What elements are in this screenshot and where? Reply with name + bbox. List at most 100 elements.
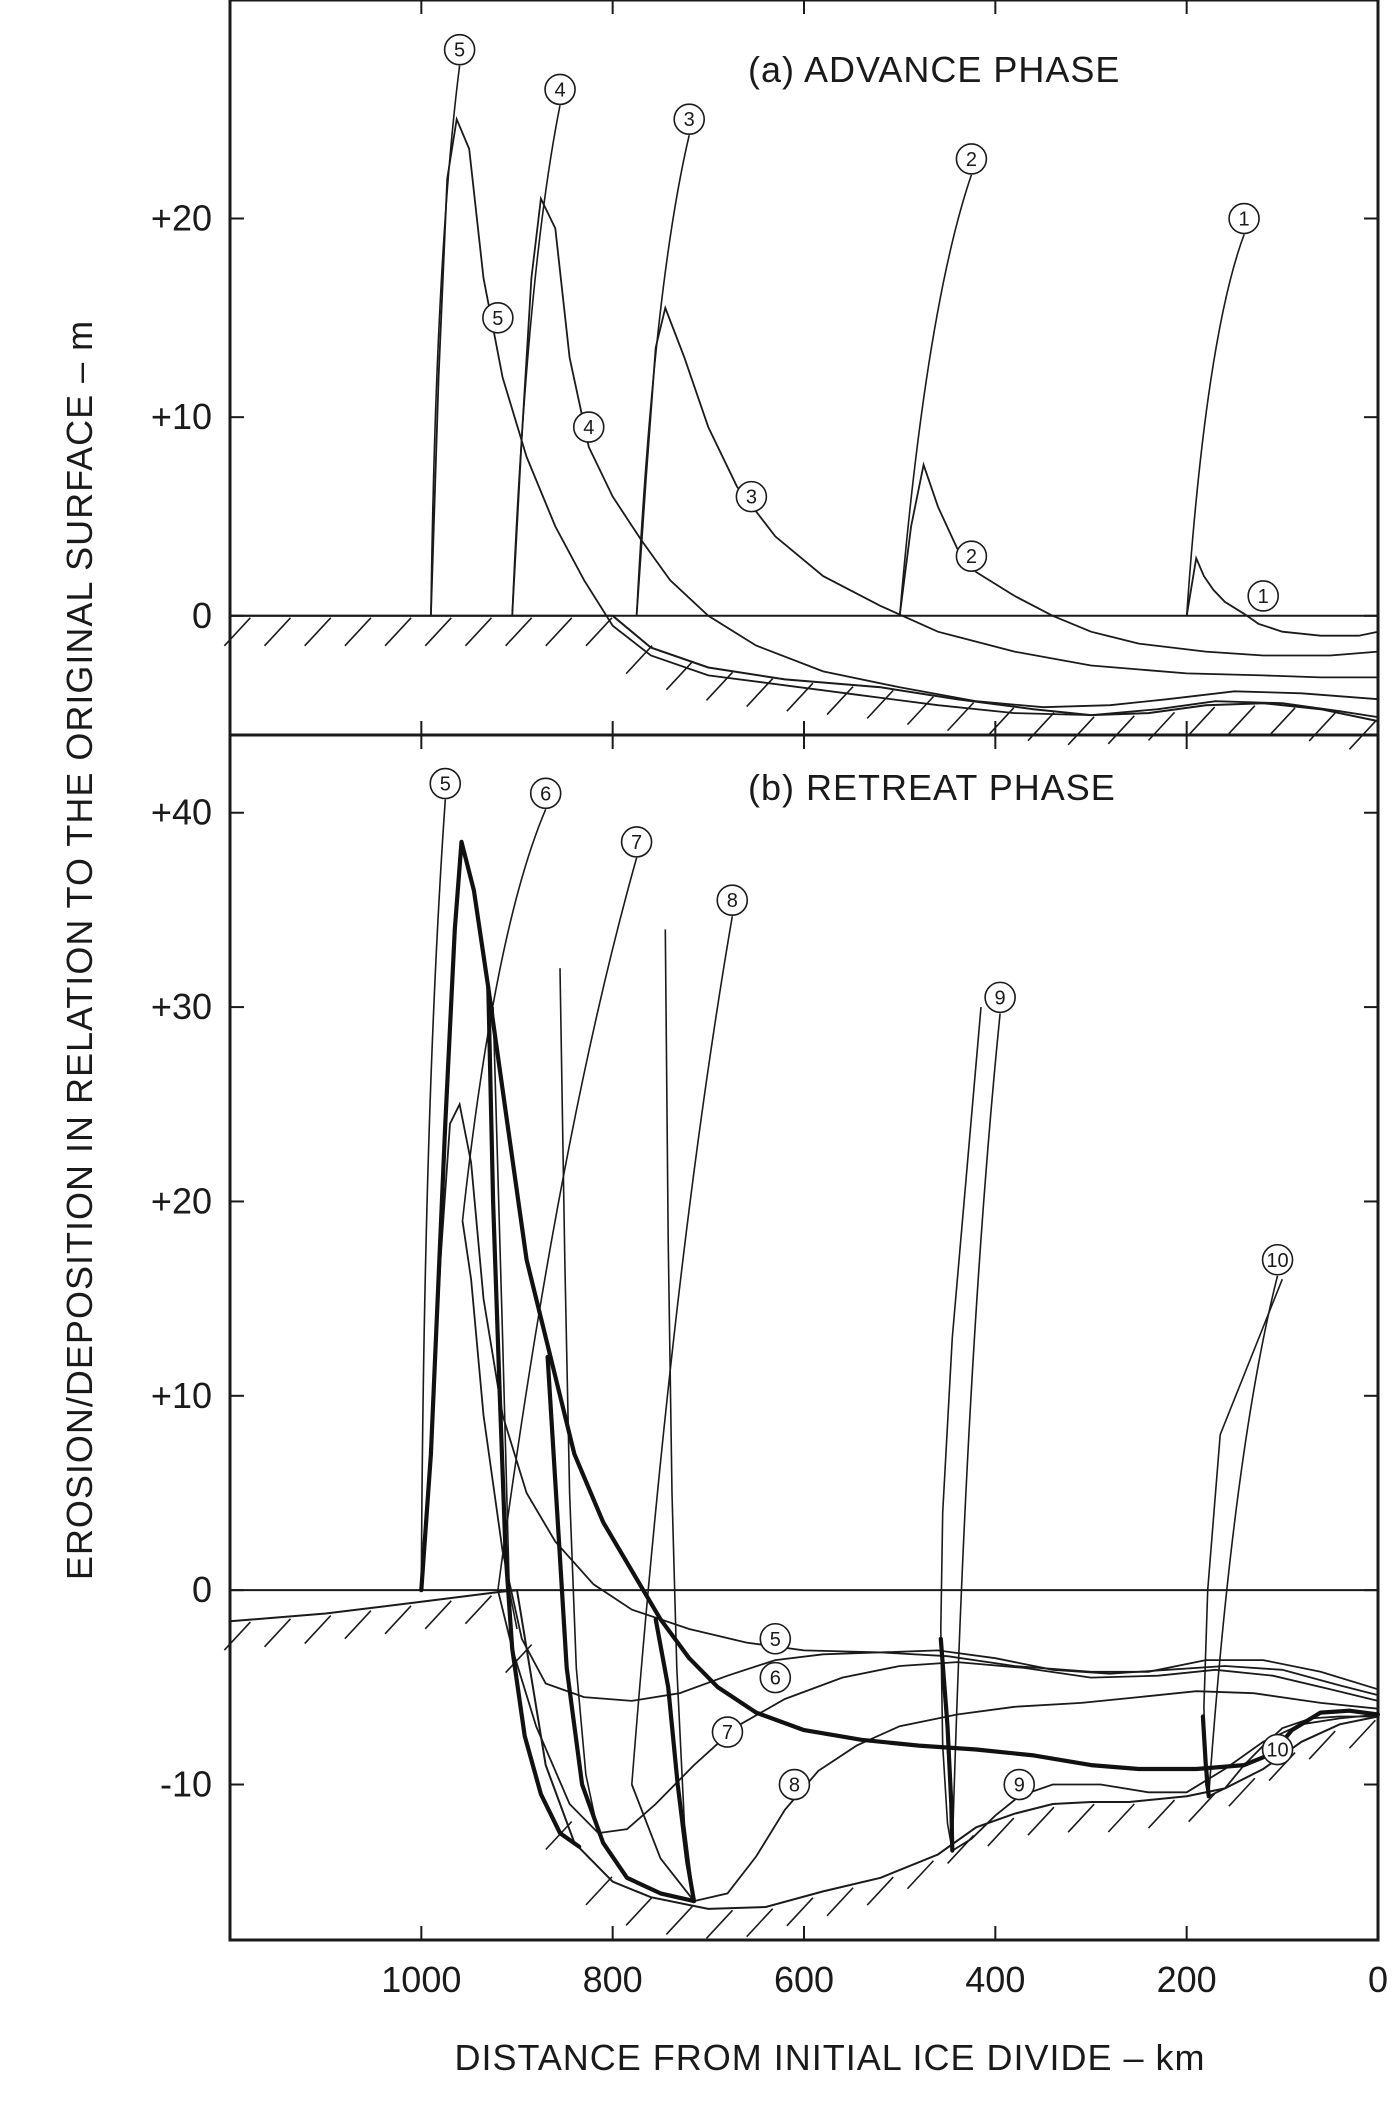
panel-a-ticks: +20 +10 0 bbox=[151, 0, 1378, 735]
x-axis-title: DISTANCE FROM INITIAL ICE DIVIDE – km bbox=[454, 2037, 1205, 2078]
panel-a-curve-labels: 1 1 2 2 3 3 4 4 5 5 bbox=[443, 33, 1279, 612]
panel-b-curve-labels: 5 5 6 6 7 7 8 8 9 9 10 10 bbox=[429, 767, 1294, 1801]
profile-1 bbox=[1185, 555, 1379, 637]
hatch-mark bbox=[705, 1909, 734, 1939]
hatch-mark bbox=[464, 1595, 493, 1625]
curve-label-circle bbox=[759, 1622, 792, 1655]
hatch-mark bbox=[384, 617, 412, 647]
y-tick-label: 0 bbox=[192, 1569, 212, 1610]
curve-label-circle bbox=[759, 1661, 792, 1694]
y-tick-label: +10 bbox=[151, 1375, 212, 1416]
hatch-mark bbox=[826, 1887, 854, 1917]
curve-label: 8 bbox=[789, 1775, 800, 1797]
profile-2 bbox=[898, 461, 1379, 657]
profile-7 bbox=[497, 1589, 1379, 1835]
margin-leader-4 bbox=[511, 105, 561, 616]
hatch-mark bbox=[304, 1615, 332, 1645]
curve-label: 5 bbox=[492, 308, 503, 330]
hatch-mark bbox=[625, 645, 653, 675]
curve-label: 7 bbox=[631, 832, 642, 854]
curve-label-circle bbox=[673, 103, 706, 135]
hatch-mark bbox=[906, 1860, 934, 1890]
bold-profile bbox=[653, 1617, 697, 1904]
advance-phase-panel: (a) ADVANCE PHASE +20 +10 0 1 1 2 2 3 3 4 4 5 5 bbox=[151, 0, 1380, 750]
curve-label: 5 bbox=[454, 40, 465, 62]
hatch-mark bbox=[866, 689, 894, 719]
y-tick-label: +30 bbox=[151, 986, 212, 1027]
hatch-mark bbox=[826, 685, 854, 716]
hatch-mark bbox=[464, 617, 493, 647]
y-tick-label: +40 bbox=[151, 792, 212, 833]
curve-label: 6 bbox=[770, 1668, 781, 1690]
hatch-mark bbox=[424, 1600, 452, 1630]
panel-b-ticks: +40 +30 +20 +10 0 -10 1000 800 600 400 200 0 bbox=[151, 735, 1388, 2000]
bold-profile bbox=[545, 1354, 697, 1904]
hatch-mark bbox=[1188, 706, 1216, 736]
bold-profile bbox=[419, 839, 1380, 1772]
hatch-mark bbox=[1027, 1806, 1055, 1836]
ice-margin-6 bbox=[492, 1007, 518, 1630]
hatch-mark bbox=[665, 1905, 693, 1935]
curve-label: 3 bbox=[684, 109, 695, 131]
y-axis-title: EROSION/DEPOSITION IN RELATION TO THE OR… bbox=[59, 320, 100, 1580]
hatch-mark bbox=[1268, 707, 1296, 737]
hatch-mark bbox=[505, 617, 533, 647]
hatch-mark bbox=[384, 1605, 412, 1635]
bold-profile bbox=[938, 1636, 955, 1853]
hatch-mark bbox=[786, 1897, 814, 1927]
panel-b-title: (b) RETREAT PHASE bbox=[748, 767, 1116, 808]
margin-leader-10 bbox=[1207, 1275, 1279, 1797]
hatch-mark bbox=[1067, 1803, 1095, 1833]
hatch-mark bbox=[1228, 1777, 1256, 1807]
y-tick-label: +10 bbox=[151, 396, 212, 437]
hatch-mark bbox=[545, 617, 573, 647]
hatch-mark bbox=[906, 696, 934, 726]
hatch-mark bbox=[665, 661, 693, 691]
curve-label: 1 bbox=[1239, 209, 1250, 231]
panel-a-series bbox=[230, 65, 1379, 723]
profile-4 bbox=[511, 195, 1379, 709]
panel-a-frame bbox=[228, 0, 1380, 737]
margin-leader-5 bbox=[430, 65, 461, 616]
panel-a-bed-hatching bbox=[223, 617, 1376, 750]
y-tick-label: +20 bbox=[151, 1180, 212, 1221]
x-tick-label: 400 bbox=[965, 1959, 1025, 2000]
hatch-mark bbox=[1188, 1793, 1216, 1823]
hatch-mark bbox=[1107, 715, 1135, 745]
hatch-mark bbox=[625, 1896, 653, 1926]
curve-label-circle bbox=[429, 767, 462, 800]
x-tick-label: 0 bbox=[1368, 1959, 1388, 2000]
curve-label-circle bbox=[711, 1716, 744, 1748]
curve-label: 5 bbox=[440, 774, 451, 796]
hatch-mark bbox=[705, 671, 734, 701]
margin-leader-9 bbox=[951, 1013, 1001, 1851]
hatch-mark bbox=[1308, 1730, 1336, 1760]
margin-leader-6 bbox=[461, 808, 547, 1221]
ice-margin-7 bbox=[559, 968, 600, 1834]
curve-label-circle bbox=[984, 981, 1016, 1014]
curve-label-circle bbox=[716, 884, 749, 917]
profile-5 bbox=[430, 115, 1379, 718]
margin-leader-3 bbox=[635, 135, 690, 616]
curve-label-circle bbox=[955, 143, 988, 175]
curve-label: 4 bbox=[583, 417, 594, 439]
y-tick-label: 0 bbox=[192, 595, 212, 636]
hatch-mark bbox=[223, 1621, 251, 1651]
ice-margin-10 bbox=[1203, 1278, 1284, 1797]
curve-label: 10 bbox=[1266, 1740, 1288, 1762]
curve-label: 2 bbox=[966, 149, 977, 171]
curve-label-circle bbox=[620, 826, 653, 858]
margin-leader-8 bbox=[631, 916, 734, 1785]
profile-6 bbox=[461, 1220, 1379, 1702]
y-tick-label: +20 bbox=[151, 198, 212, 239]
curve-label-circle bbox=[955, 540, 988, 573]
margin-leader-2 bbox=[898, 174, 973, 616]
curve-label: 3 bbox=[746, 487, 757, 509]
x-tick-label: 600 bbox=[774, 1959, 834, 2000]
profile-3 bbox=[635, 304, 1378, 679]
margin-leader-5 bbox=[420, 799, 447, 1591]
ice-margin-9 bbox=[939, 1007, 982, 1851]
margin-leader-1 bbox=[1185, 234, 1245, 616]
